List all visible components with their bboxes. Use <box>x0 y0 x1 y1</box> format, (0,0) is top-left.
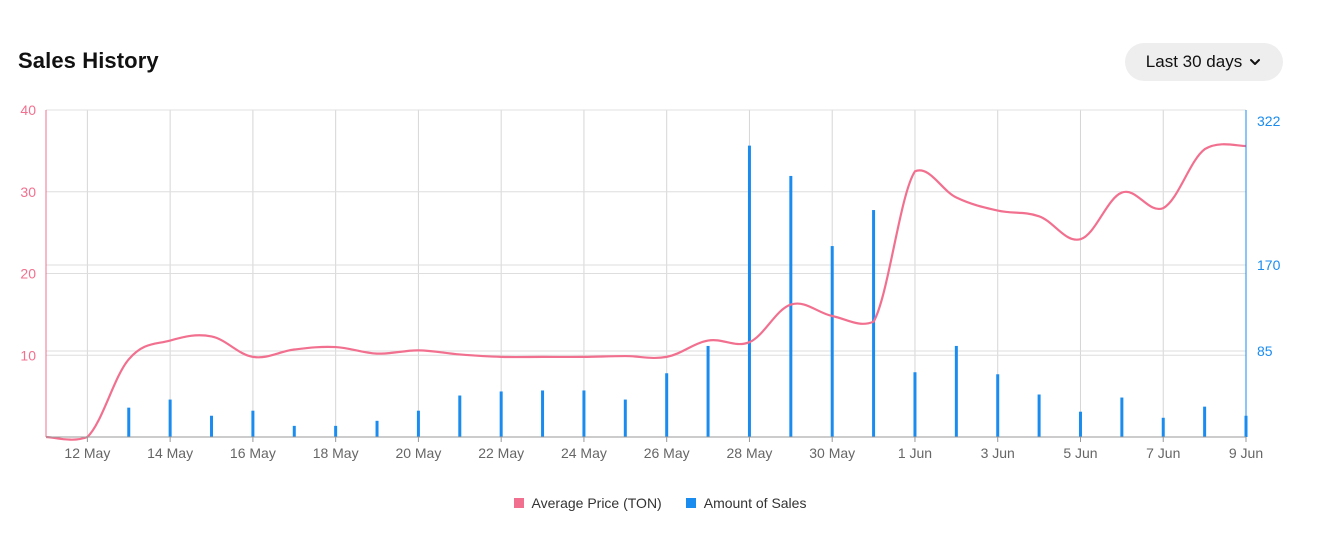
sales-bar-19-may[interactable] <box>375 420 379 437</box>
y-right-tick-170: 170 <box>1257 257 1281 273</box>
x-tick-12-may: 12 May <box>64 445 110 461</box>
sales-bars <box>127 145 1248 437</box>
sales-bar-21-may[interactable] <box>458 395 462 437</box>
x-tick-20-may: 20 May <box>395 445 441 461</box>
y-left-tick-20: 20 <box>20 266 36 282</box>
legend-label-sales: Amount of Sales <box>703 495 807 511</box>
sales-bar-24-may[interactable] <box>582 390 586 437</box>
x-tick-9-jun: 9 Jun <box>1229 445 1263 461</box>
sales-bar-18-may[interactable] <box>334 425 338 437</box>
legend-item-sales[interactable]: Amount of Sales <box>685 495 807 511</box>
sales-bar-4-jun[interactable] <box>1037 394 1041 437</box>
sales-bar-16-may[interactable] <box>251 410 255 437</box>
sales-bar-20-may[interactable] <box>416 410 420 437</box>
sales-bar-27-may[interactable] <box>706 345 710 437</box>
sales-bar-30-may[interactable] <box>830 246 834 437</box>
legend-swatch-sales <box>685 498 696 508</box>
sales-bar-7-jun[interactable] <box>1161 417 1165 437</box>
x-tick-24-may: 24 May <box>561 445 607 461</box>
sales-bar-15-may[interactable] <box>210 415 214 437</box>
x-tick-16-may: 16 May <box>230 445 276 461</box>
y-left-tick-40: 40 <box>20 102 36 118</box>
sales-bar-5-jun[interactable] <box>1078 411 1082 437</box>
legend-swatch-price <box>513 498 524 508</box>
axes: 10 20 30 40 85 170 322 12 May 14 May 16 May 18 May… <box>20 102 1280 461</box>
legend-item-price[interactable]: Average Price (TON) <box>513 495 662 511</box>
chart-title: Sales History <box>18 48 159 73</box>
sales-bar-25-may[interactable] <box>623 399 627 437</box>
x-tick-30-may: 30 May <box>809 445 855 461</box>
price-line <box>45 143 1247 441</box>
sales-bar-6-jun[interactable] <box>1120 397 1124 437</box>
sales-bar-17-may[interactable] <box>292 425 296 437</box>
sales-bar-29-may[interactable] <box>789 175 793 437</box>
time-range-label: Last 30 days <box>1145 52 1243 71</box>
sales-bar-2-jun[interactable] <box>954 345 958 437</box>
y-right-tick-322: 322 <box>1257 113 1281 129</box>
sales-bar-8-jun[interactable] <box>1203 406 1207 437</box>
sales-history-chart: 10 20 30 40 85 170 322 12 May 14 May 16 May 18 May… <box>20 102 1280 461</box>
sales-bar-23-may[interactable] <box>541 390 545 437</box>
chart-legend: Average Price (TON) Amount of Sales <box>0 495 1320 511</box>
x-tick-1-jun: 1 Jun <box>898 445 932 461</box>
time-range-dropdown[interactable]: Last 30 days <box>1125 43 1283 81</box>
y-left-tick-10: 10 <box>20 347 36 363</box>
grid-lines <box>46 109 1247 437</box>
sales-bar-26-may[interactable] <box>665 373 669 437</box>
x-tick-14-may: 14 May <box>147 445 193 461</box>
x-tick-22-may: 22 May <box>478 445 524 461</box>
x-tick-3-jun: 3 Jun <box>981 445 1015 461</box>
sales-bar-1-jun[interactable] <box>913 372 917 437</box>
sales-bar-28-may[interactable] <box>747 145 751 437</box>
x-tick-7-jun: 7 Jun <box>1146 445 1180 461</box>
sales-bar-13-may[interactable] <box>127 407 131 437</box>
sales-bar-22-may[interactable] <box>499 391 503 437</box>
y-left-tick-30: 30 <box>20 184 36 200</box>
sales-bar-14-may[interactable] <box>168 399 172 437</box>
price-line-path[interactable] <box>45 143 1247 441</box>
y-right-tick-85: 85 <box>1257 343 1273 359</box>
legend-label-price: Average Price (TON) <box>531 495 662 511</box>
x-tick-26-may: 26 May <box>644 445 690 461</box>
x-tick-28-may: 28 May <box>726 445 772 461</box>
chevron-down-icon <box>1250 59 1261 65</box>
sales-bar-3-jun[interactable] <box>996 374 1000 437</box>
sales-bar-31-may[interactable] <box>872 210 876 437</box>
x-tick-5-jun: 5 Jun <box>1063 445 1097 461</box>
x-tick-18-may: 18 May <box>313 445 359 461</box>
